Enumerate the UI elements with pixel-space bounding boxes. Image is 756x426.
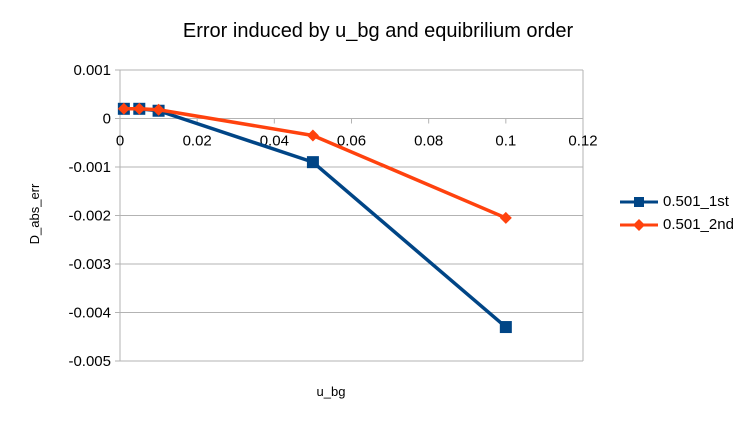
legend-swatch-2nd bbox=[620, 218, 658, 231]
legend-label-1st: 0.501_1st bbox=[663, 193, 729, 210]
y-axis-label: D_abs_err bbox=[27, 183, 42, 245]
legend-item-1st: 0.501_1st bbox=[620, 190, 734, 213]
data-point-s1-3 bbox=[306, 156, 319, 169]
data-point-s2-2 bbox=[152, 103, 165, 116]
legend: 0.501_1st 0.501_2nd bbox=[620, 190, 734, 236]
data-point-s1-4 bbox=[499, 321, 512, 334]
chart-title: Error induced by u_bg and equibrilium or… bbox=[182, 20, 574, 42]
x-tick-label-0: 0 bbox=[116, 133, 124, 150]
series-layer bbox=[117, 102, 512, 334]
x-tick-label-4: 0.08 bbox=[414, 133, 443, 150]
legend-label-2nd: 0.501_2nd bbox=[663, 216, 734, 233]
y-tick-label-6: -0.005 bbox=[68, 353, 111, 370]
legend-item-2nd: 0.501_2nd bbox=[620, 213, 734, 236]
x-tick-label-1: 0.02 bbox=[183, 133, 212, 150]
x-tick-label-6: 0.12 bbox=[568, 133, 597, 150]
x-tick-label-5: 0.1 bbox=[495, 133, 516, 150]
x-tick-label-3: 0.06 bbox=[337, 133, 366, 150]
x-axis-label: u_bg bbox=[316, 384, 346, 399]
data-point-s2-1 bbox=[133, 102, 146, 115]
y-tick-label-0: 0.001 bbox=[73, 62, 111, 79]
y-tick-label-5: -0.004 bbox=[68, 305, 111, 322]
y-tick-label-1: 0 bbox=[103, 111, 111, 128]
data-point-s2-4 bbox=[499, 211, 512, 224]
axis-layer: 0.001 0 -0.001 -0.002 -0.003 -0.004 -0.005 0 0.0… bbox=[68, 62, 597, 370]
data-point-s2-0 bbox=[117, 102, 130, 115]
data-point-s2-3 bbox=[306, 129, 319, 142]
series-line-1 bbox=[123, 107, 507, 329]
y-tick-label-3: -0.002 bbox=[68, 208, 111, 225]
legend-swatch-1st bbox=[620, 196, 658, 207]
y-tick-label-2: -0.001 bbox=[68, 159, 111, 176]
y-tick-label-4: -0.003 bbox=[68, 256, 111, 273]
